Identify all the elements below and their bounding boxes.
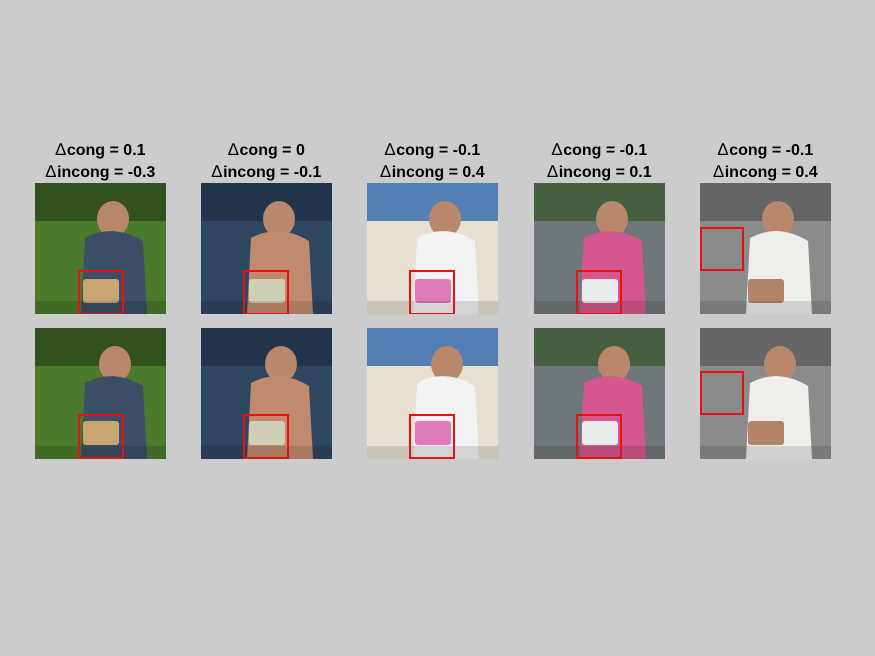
delta-icon: ∆ xyxy=(45,162,57,181)
delta-cong-label: ∆cong = -0.1 xyxy=(551,140,648,159)
delta-label-5: ∆cong = -0.1 ∆incong = 0.4 xyxy=(681,139,851,183)
delta-icon: ∆ xyxy=(211,162,223,181)
photo-original-4 xyxy=(534,183,665,314)
delta-icon: ∆ xyxy=(551,140,563,159)
delta-cong-label: ∆cong = 0.1 xyxy=(55,140,146,159)
delta-incong-label: ∆incong = -0.1 xyxy=(211,162,322,181)
photo-modified-4 xyxy=(534,328,665,459)
delta-icon: ∆ xyxy=(713,162,724,181)
roi-box xyxy=(243,414,289,459)
roi-box xyxy=(576,414,622,459)
photo-modified-1 xyxy=(35,328,166,459)
delta-incong-label: ∆incong = 0.1 xyxy=(547,162,652,181)
delta-label-2: ∆cong = 0 ∆incong = -0.1 xyxy=(182,139,352,183)
roi-box xyxy=(78,270,124,314)
photo-original-2 xyxy=(201,183,332,314)
photo-original-1 xyxy=(35,183,166,314)
delta-cong-label: ∆cong = -0.1 xyxy=(384,140,481,159)
delta-incong-label: ∆incong = -0.3 xyxy=(45,162,156,181)
delta-cong-label: ∆cong = 0 xyxy=(228,140,305,159)
roi-box xyxy=(700,227,744,271)
roi-box xyxy=(243,270,289,314)
delta-incong-label: ∆incong = 0.4 xyxy=(713,162,818,181)
delta-icon: ∆ xyxy=(384,140,396,159)
roi-box xyxy=(576,270,622,314)
delta-icon: ∆ xyxy=(380,162,391,181)
roi-box xyxy=(409,414,455,459)
delta-incong-label: ∆incong = 0.4 xyxy=(380,162,485,181)
delta-label-1: ∆cong = 0.1 ∆incong = -0.3 xyxy=(16,139,186,183)
delta-icon: ∆ xyxy=(228,140,239,159)
delta-label-4: ∆cong = -0.1 ∆incong = 0.1 xyxy=(515,139,685,183)
roi-box xyxy=(409,270,455,314)
photo-modified-2 xyxy=(201,328,332,459)
delta-icon: ∆ xyxy=(55,140,66,159)
photo-modified-5 xyxy=(700,328,831,459)
photo-original-5 xyxy=(700,183,831,314)
roi-box xyxy=(78,414,124,459)
delta-label-3: ∆cong = -0.1 ∆incong = 0.4 xyxy=(348,139,518,183)
photo-modified-3 xyxy=(367,328,498,459)
delta-icon: ∆ xyxy=(547,162,558,181)
photo-original-3 xyxy=(367,183,498,314)
delta-cong-label: ∆cong = -0.1 xyxy=(717,140,814,159)
roi-box xyxy=(700,371,744,415)
delta-icon: ∆ xyxy=(717,140,729,159)
